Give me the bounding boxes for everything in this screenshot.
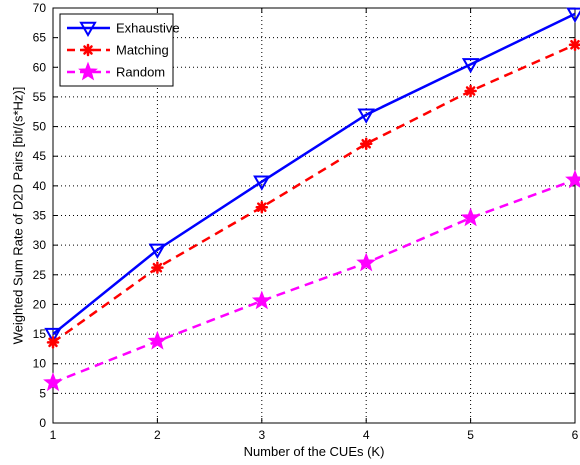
data-point-matching xyxy=(46,336,60,349)
y-tick-label: 55 xyxy=(33,90,47,104)
data-point-exhaustive xyxy=(253,175,271,191)
legend-marker-matching xyxy=(81,43,95,57)
y-tick-label: 60 xyxy=(33,60,47,74)
data-point-matching xyxy=(464,84,477,98)
data-point-exhaustive xyxy=(566,7,580,23)
series-exhaustive xyxy=(44,7,580,344)
y-tick-label: 70 xyxy=(33,1,47,15)
data-point-matching xyxy=(255,200,269,214)
y-tick-label: 45 xyxy=(33,149,47,163)
data-point-exhaustive xyxy=(461,58,480,74)
y-tick-label: 20 xyxy=(33,297,47,311)
legend-marker-exhaustive xyxy=(79,21,97,38)
series-group xyxy=(43,7,580,392)
data-point-matching xyxy=(151,261,164,274)
series-line-matching xyxy=(52,43,576,344)
legend: Exhaustive Matching Random xyxy=(59,13,180,87)
grid xyxy=(53,8,575,423)
data-point-random xyxy=(356,252,377,272)
y-tick-label: 0 xyxy=(39,416,46,430)
data-point-matching xyxy=(359,137,373,151)
legend-box xyxy=(59,13,174,87)
y-tick-label: 15 xyxy=(33,327,47,341)
legend-label-matching: Matching xyxy=(116,43,169,58)
legend-label-exhaustive: Exhaustive xyxy=(116,21,180,36)
y-tick-label: 10 xyxy=(33,357,47,371)
y-tick-label: 5 xyxy=(39,386,46,400)
data-point-random xyxy=(43,372,63,392)
data-point-exhaustive xyxy=(44,327,62,344)
x-tick-label: 4 xyxy=(363,428,370,442)
y-axis-label: Weighted Sum Rate of D2D Pairs [bit/(s*H… xyxy=(11,87,26,345)
legend-item-matching: Matching xyxy=(67,43,169,58)
y-tick-label: 35 xyxy=(33,209,47,223)
series-random xyxy=(43,169,580,392)
data-point-random xyxy=(147,330,168,350)
x-axis-label: Number of the CUEs (K) xyxy=(244,444,385,459)
legend-marker-random xyxy=(78,61,98,81)
legend-item-random: Random xyxy=(67,61,165,81)
y-tick-label: 30 xyxy=(33,238,47,252)
data-point-random xyxy=(460,207,481,227)
y-tick-label: 50 xyxy=(33,120,47,134)
x-tick-label: 5 xyxy=(467,428,474,442)
series-line-exhaustive xyxy=(52,12,576,336)
series-matching xyxy=(46,38,580,349)
data-point-random xyxy=(565,169,580,189)
data-point-random xyxy=(251,290,272,310)
data-point-exhaustive xyxy=(357,108,375,124)
x-tick-label: 2 xyxy=(154,428,161,442)
series-line-random xyxy=(52,178,576,384)
data-point-exhaustive xyxy=(148,243,167,259)
legend-item-exhaustive: Exhaustive xyxy=(67,21,180,38)
x-tick-label: 1 xyxy=(50,428,57,442)
y-tick-label: 40 xyxy=(33,179,47,193)
legend-label-random: Random xyxy=(116,65,165,80)
data-point-matching xyxy=(568,38,580,52)
y-tick-label: 65 xyxy=(33,31,47,45)
y-tick-label: 25 xyxy=(33,268,47,282)
x-tick-label: 3 xyxy=(258,428,265,442)
x-tick-label: 6 xyxy=(572,428,579,442)
